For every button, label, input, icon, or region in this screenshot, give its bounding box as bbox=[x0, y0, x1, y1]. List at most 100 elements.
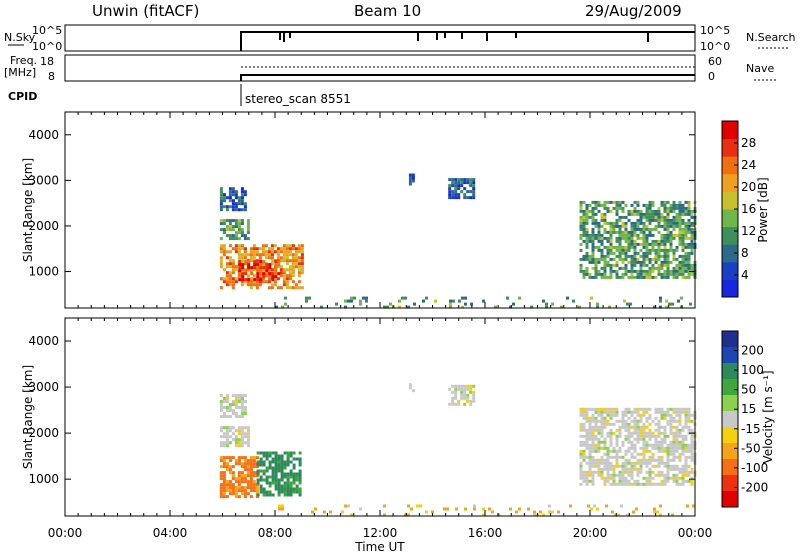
power-cell bbox=[518, 296, 521, 300]
power-cell bbox=[606, 236, 610, 240]
vel-cell bbox=[323, 510, 326, 514]
power-cell bbox=[615, 263, 619, 267]
vel-cell bbox=[234, 438, 238, 442]
power-cell bbox=[594, 218, 598, 222]
vel-cell bbox=[612, 476, 616, 480]
power-cell bbox=[228, 225, 232, 229]
vel-cell bbox=[687, 443, 691, 447]
vel-cell bbox=[591, 455, 595, 459]
power-cell bbox=[677, 299, 680, 303]
vel-cell bbox=[672, 410, 676, 414]
power-cell bbox=[603, 218, 607, 222]
power-cell bbox=[648, 272, 652, 276]
vel-cell bbox=[633, 446, 637, 450]
power-cell bbox=[225, 234, 229, 238]
power-cell bbox=[612, 245, 616, 249]
vel-cell bbox=[630, 461, 634, 465]
vel-region-6 bbox=[579, 407, 697, 486]
vel-cell bbox=[280, 490, 284, 494]
power-cell bbox=[267, 280, 271, 284]
vel-cell bbox=[237, 400, 241, 403]
power-colorbar-swatch bbox=[722, 209, 738, 228]
power-cell bbox=[612, 206, 616, 210]
vel-cell bbox=[246, 429, 250, 433]
vel-cell bbox=[551, 510, 554, 514]
power-cell bbox=[582, 269, 586, 273]
vel-cell bbox=[219, 492, 223, 496]
vel-cell bbox=[298, 463, 302, 467]
power-cell bbox=[627, 209, 631, 213]
vel-cell bbox=[654, 407, 658, 411]
power-cell bbox=[591, 242, 595, 246]
vel-cell bbox=[654, 434, 658, 438]
power-cell bbox=[636, 212, 640, 216]
vel-cell bbox=[283, 493, 287, 497]
power-cell bbox=[630, 269, 634, 273]
vel-cell bbox=[274, 472, 278, 476]
vel-cell bbox=[654, 458, 658, 462]
power-cell bbox=[663, 221, 667, 225]
vel-cell bbox=[237, 474, 241, 478]
vel-cell bbox=[639, 458, 643, 462]
vel-cell bbox=[234, 394, 238, 397]
vel-cell bbox=[678, 482, 682, 486]
power-cell bbox=[633, 254, 637, 258]
vel-cell bbox=[579, 428, 583, 432]
power-cell bbox=[597, 221, 601, 225]
vel-cell bbox=[681, 449, 685, 453]
vel-cell bbox=[298, 493, 302, 497]
vel-cell bbox=[234, 415, 238, 418]
vel-cell bbox=[630, 425, 634, 429]
power-cell bbox=[660, 218, 664, 222]
power-cell bbox=[590, 296, 593, 300]
power-cell bbox=[411, 179, 415, 183]
vel-cell bbox=[222, 477, 226, 481]
vel-cell bbox=[603, 437, 607, 441]
vel-cell bbox=[454, 402, 458, 406]
vel-cell bbox=[347, 504, 350, 508]
vel-cell bbox=[684, 407, 688, 411]
vel-cell bbox=[280, 472, 284, 476]
vel-cell bbox=[283, 481, 287, 485]
vel-cell bbox=[246, 471, 250, 475]
power-cell bbox=[545, 305, 548, 309]
power-cell bbox=[636, 227, 640, 231]
vel-cell bbox=[660, 410, 664, 414]
vel-cell bbox=[633, 428, 637, 432]
vel-cell bbox=[463, 384, 467, 388]
power-cell bbox=[249, 256, 253, 260]
vel-cell bbox=[675, 419, 679, 423]
power-cell bbox=[642, 221, 646, 225]
vel-cell bbox=[231, 489, 235, 493]
vel-cell bbox=[666, 419, 670, 423]
nsky-label: N.Sky bbox=[4, 31, 36, 44]
power-cell bbox=[291, 253, 295, 257]
power-cell bbox=[672, 248, 676, 252]
power-cell bbox=[672, 206, 676, 210]
freq-label: Freq. bbox=[10, 54, 37, 67]
power-cell bbox=[669, 209, 673, 213]
vel-cell bbox=[329, 510, 332, 514]
vel-cell bbox=[606, 410, 610, 414]
power-cell bbox=[472, 181, 476, 185]
power-cell bbox=[675, 203, 679, 207]
power-cell bbox=[645, 212, 649, 216]
xtick-label: 20:00 bbox=[573, 526, 608, 540]
vel-cell bbox=[588, 425, 592, 429]
vel-cell bbox=[597, 431, 601, 435]
vel-cell bbox=[603, 467, 607, 471]
vel-cell bbox=[624, 407, 628, 411]
vel-cell bbox=[237, 394, 241, 397]
vel-cell bbox=[591, 458, 595, 462]
power-cell bbox=[252, 280, 256, 284]
power-cell bbox=[651, 257, 655, 261]
vel-cell bbox=[675, 455, 679, 459]
vel-cell bbox=[621, 482, 625, 486]
power-cell bbox=[448, 184, 452, 188]
power-cell bbox=[648, 212, 652, 216]
power-cell bbox=[666, 248, 670, 252]
power-cell bbox=[268, 272, 272, 276]
vel-cell bbox=[600, 434, 604, 438]
vel-cell bbox=[657, 449, 661, 453]
power-cell bbox=[612, 257, 616, 261]
